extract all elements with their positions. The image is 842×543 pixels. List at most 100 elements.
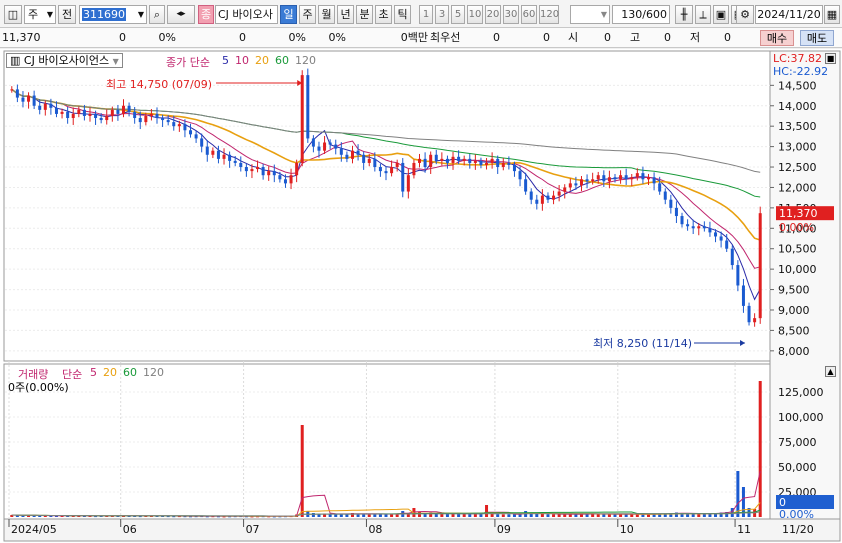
volume-ma-1[interactable]: 20 — [103, 366, 117, 379]
low-marker-arrow — [740, 340, 746, 346]
price-ma-0[interactable]: 5 — [222, 54, 229, 67]
candle-body — [66, 111, 70, 119]
candle-body — [585, 179, 589, 182]
volume-bar — [585, 513, 589, 517]
candle-type-icon[interactable]: ╫ — [675, 5, 693, 24]
candle-body — [680, 216, 684, 225]
volume-bar — [32, 515, 36, 517]
chart-menu-icon[interactable]: ◫ — [4, 5, 22, 24]
sound-icon[interactable]: ◂▸ — [167, 5, 195, 24]
search-icon[interactable]: ⌕ — [149, 5, 165, 24]
data-count-value: 130 — [621, 8, 643, 21]
volume-indicator-label[interactable]: 단순 — [62, 368, 83, 381]
period-tab-6[interactable]: 틱 — [394, 5, 411, 24]
current-price-text: 11,370 — [779, 207, 818, 220]
volume-ma-2[interactable]: 60 — [123, 366, 137, 379]
volume-bar — [300, 425, 304, 517]
interval-button-6[interactable]: 60 — [521, 5, 537, 24]
candle-body — [613, 177, 617, 180]
blank-select[interactable]: ▼ — [570, 5, 610, 24]
price-ma-2[interactable]: 20 — [255, 54, 269, 67]
volume-bar — [183, 516, 187, 518]
volume-panel-title[interactable]: 거래량 — [18, 368, 49, 381]
trade-type-badge[interactable]: 종 — [198, 5, 214, 24]
volume-bar — [88, 516, 92, 517]
candle-body — [71, 113, 75, 119]
volume-bar — [390, 513, 394, 517]
price-ma-4[interactable]: 120 — [295, 54, 316, 67]
volume-bar — [317, 514, 321, 517]
volume-bar — [579, 514, 583, 517]
volume-tick-label: 100,000 — [778, 411, 824, 424]
save-icon[interactable]: ▣ — [713, 5, 729, 24]
candle-body — [406, 175, 410, 192]
volume-ma-0[interactable]: 5 — [90, 366, 97, 379]
period-tab-2[interactable]: 월 — [318, 5, 335, 24]
volume-bar — [440, 513, 444, 517]
interval-button-0[interactable]: 1 — [419, 5, 433, 24]
volume-bar — [362, 514, 366, 517]
interval-button-4[interactable]: 20 — [485, 5, 501, 24]
period-tab-5[interactable]: 초 — [375, 5, 392, 24]
candle-body — [697, 226, 701, 229]
candle-body — [624, 175, 628, 180]
interval-button-1[interactable]: 3 — [435, 5, 449, 24]
overlay-icon[interactable]: ⟂ — [695, 5, 711, 24]
candle-body — [317, 146, 321, 151]
price-tick-label: 12,000 — [778, 181, 817, 194]
candle-body — [658, 183, 662, 192]
gear-icon[interactable]: ⚙ — [736, 5, 754, 24]
candle-body — [412, 162, 416, 176]
volume-bar — [15, 515, 19, 517]
candle-body — [635, 173, 639, 178]
interval-button-5[interactable]: 30 — [503, 5, 519, 24]
volume-bar — [423, 513, 427, 517]
market-type-select[interactable]: 주 ▼ — [24, 5, 56, 24]
calendar-icon[interactable]: ▦ — [824, 5, 840, 24]
period-tab-0[interactable]: 일 — [280, 5, 297, 24]
interval-button-3[interactable]: 10 — [467, 5, 483, 24]
chart-canvas[interactable]: 14,50014,00013,50013,00012,50012,00011,5… — [0, 49, 842, 543]
candle-body — [663, 191, 667, 200]
volume-bar — [166, 516, 170, 518]
volume-bar — [445, 513, 449, 517]
price-ma-3[interactable]: 60 — [275, 54, 289, 67]
volume-bar — [328, 514, 332, 517]
x-tick-label: 11 — [737, 523, 751, 536]
candle-body — [579, 179, 583, 186]
panel-menu-icon[interactable]: ▲ — [825, 366, 836, 377]
volume-ma-3[interactable]: 120 — [143, 366, 164, 379]
candle-body — [311, 138, 315, 147]
candle-body — [82, 109, 86, 116]
period-tab-4[interactable]: 분 — [356, 5, 373, 24]
candle-body — [177, 124, 181, 127]
panel-close-icon[interactable]: ■ — [825, 53, 836, 64]
date-field[interactable]: 2024/11/20 — [755, 5, 823, 24]
candle-body — [384, 171, 388, 174]
candle-body — [133, 111, 137, 119]
sell-button[interactable]: 매도 — [800, 30, 834, 46]
volume-bar — [27, 515, 31, 517]
price-panel-title-box[interactable]: ▥ CJ 바이오사이언스 ▼ — [6, 53, 123, 68]
volume-bar — [434, 513, 438, 517]
chevron-down-icon: ▼ — [600, 10, 607, 19]
prev-button[interactable]: 전 — [58, 5, 76, 24]
data-count-field[interactable]: 130/600 — [612, 5, 670, 24]
period-tab-3[interactable]: 년 — [337, 5, 354, 24]
buy-button[interactable]: 매수 — [760, 30, 794, 46]
candle-body — [373, 158, 377, 168]
volume-bar — [161, 516, 165, 517]
volume-bar — [730, 508, 734, 517]
price-ma-1[interactable]: 10 — [235, 54, 249, 67]
turnover-pct: 0% — [328, 31, 346, 44]
stock-code-input[interactable]: 311690 ▼ — [79, 5, 147, 24]
price-indicator-label[interactable]: 종가 단순 — [166, 56, 210, 69]
volume-bar — [613, 514, 617, 517]
period-tab-1[interactable]: 주 — [299, 5, 316, 24]
volume-bar — [691, 514, 695, 517]
interval-button-7[interactable]: 120 — [539, 5, 559, 24]
candle-body — [714, 232, 718, 237]
interval-button-2[interactable]: 5 — [451, 5, 465, 24]
change-pct: 0% — [158, 31, 176, 44]
candle-body — [378, 167, 382, 172]
